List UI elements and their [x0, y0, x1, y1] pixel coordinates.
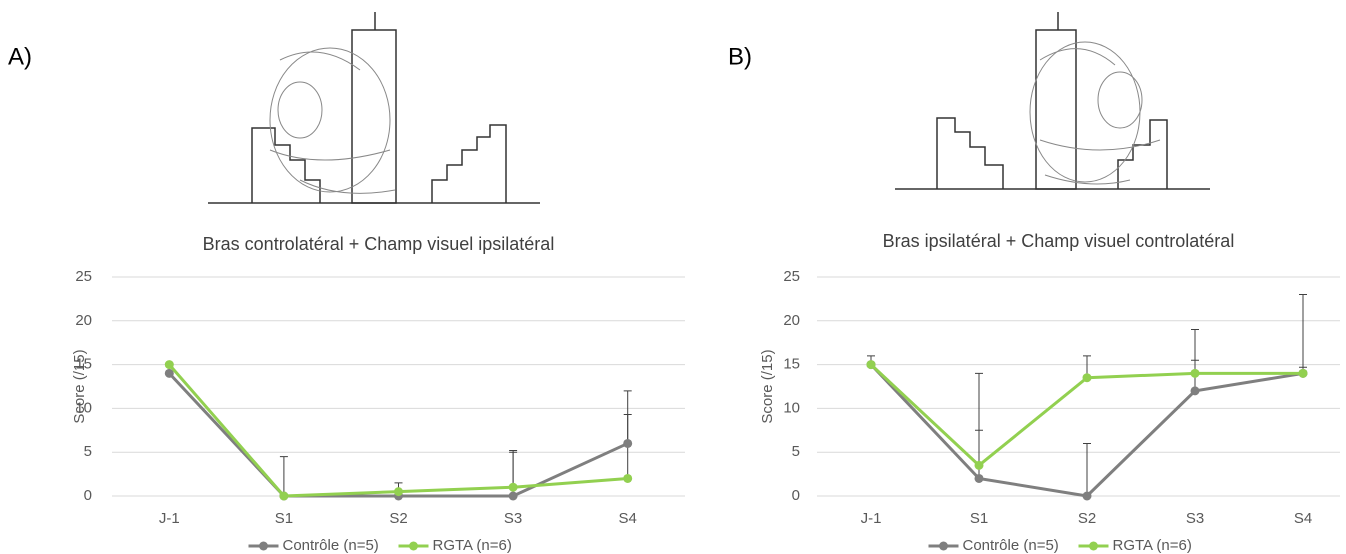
- x-tick-label: S4: [1294, 510, 1312, 527]
- data-point: [974, 460, 984, 470]
- data-point: [974, 473, 984, 483]
- x-tick-label: S3: [1186, 510, 1204, 527]
- data-point: [164, 360, 174, 370]
- x-tick-label: S2: [389, 510, 407, 527]
- data-point: [508, 491, 518, 501]
- x-tick-label: S1: [970, 510, 988, 527]
- panel-label: B): [728, 43, 752, 70]
- data-point: [164, 368, 174, 378]
- y-axis-title: Score (/15): [759, 349, 776, 423]
- series-line: [168, 372, 629, 498]
- y-tick-label: 25: [75, 268, 92, 285]
- data-point: [623, 473, 633, 483]
- data-point: [1082, 491, 1092, 501]
- data-point: [1190, 386, 1200, 396]
- y-tick-label: 10: [75, 399, 92, 416]
- y-tick-label: 20: [75, 312, 92, 329]
- chart-title: Bras ipsilatéral + Champ visuel controla…: [883, 231, 1235, 251]
- panel-label: A): [8, 43, 32, 70]
- legend-label: RGTA (n=6): [433, 537, 512, 554]
- error-bar: [509, 451, 518, 488]
- legend-marker: [409, 541, 418, 551]
- legend-label: RGTA (n=6): [1113, 537, 1192, 554]
- illustration: [895, 12, 1210, 190]
- legend-marker: [1089, 541, 1098, 551]
- data-point: [866, 360, 876, 370]
- error-bar: [975, 372, 983, 466]
- y-axis-title: Score (/15): [71, 349, 88, 423]
- x-tick-label: S4: [619, 510, 637, 527]
- y-tick-label: 0: [792, 487, 800, 504]
- error-bar: [1299, 294, 1307, 374]
- error-bar: [279, 456, 288, 496]
- y-tick-label: 20: [783, 312, 800, 329]
- data-point: [279, 491, 289, 501]
- chart-title: Bras controlatéral + Champ visuel ipsila…: [203, 234, 555, 254]
- y-tick-label: 5: [792, 443, 800, 460]
- y-tick-label: 0: [84, 487, 92, 504]
- y-tick-label: 5: [84, 443, 92, 460]
- x-tick-label: S3: [504, 510, 522, 527]
- legend-label: Contrôle (n=5): [963, 537, 1059, 554]
- legend-label: Contrôle (n=5): [283, 537, 379, 554]
- y-tick-label: 15: [75, 356, 92, 373]
- error-bar: [1083, 442, 1091, 496]
- error-bar: [1191, 329, 1199, 374]
- illustration: [208, 12, 540, 204]
- y-tick-label: 10: [783, 399, 800, 416]
- y-tick-label: 25: [783, 268, 800, 285]
- data-point: [1190, 368, 1200, 378]
- x-tick-label: S1: [275, 510, 293, 527]
- data-point: [394, 487, 403, 497]
- data-point: [1298, 368, 1308, 378]
- legend-marker: [259, 541, 268, 551]
- data-point: [623, 438, 633, 448]
- x-tick-label: J-1: [861, 510, 882, 527]
- y-tick-label: 15: [783, 356, 800, 373]
- legend-marker: [939, 541, 948, 551]
- data-point: [508, 482, 518, 492]
- x-tick-label: S2: [1078, 510, 1096, 527]
- data-point: [1082, 373, 1092, 383]
- x-tick-label: J-1: [159, 510, 180, 527]
